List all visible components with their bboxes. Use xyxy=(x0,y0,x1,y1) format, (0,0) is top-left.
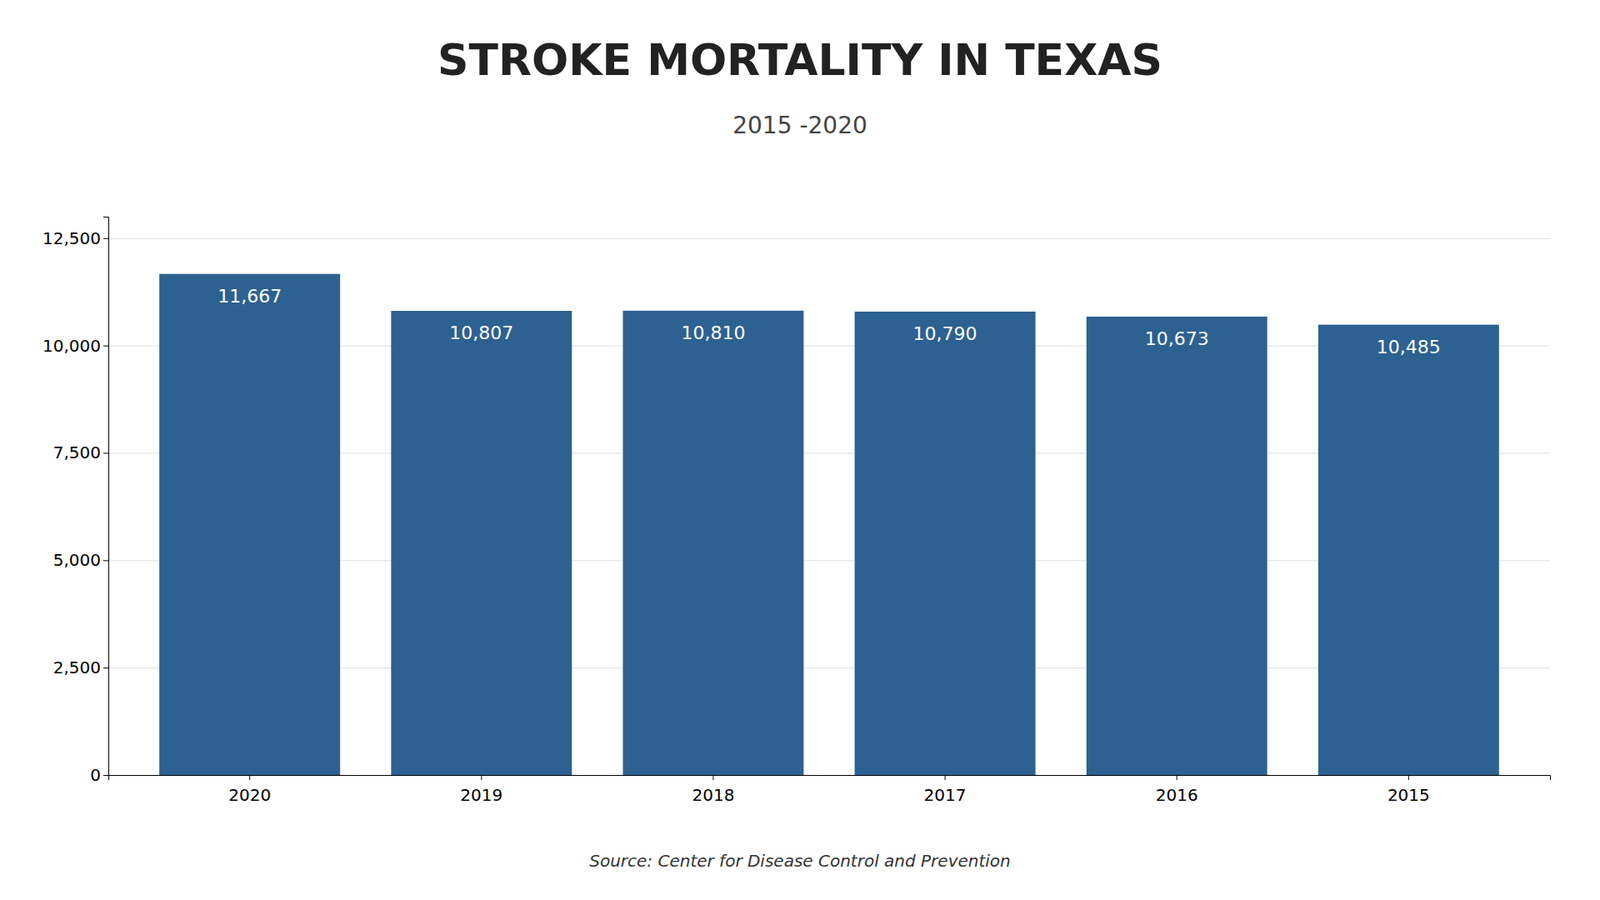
x-axis: 2020 2019 2018 2017 2016 2015 xyxy=(109,775,1551,805)
x-tick: 2018 xyxy=(691,775,735,805)
bar xyxy=(855,311,1036,775)
tick-label: 0 xyxy=(90,765,101,785)
y-tick: 12,500 xyxy=(42,228,109,249)
data-label: 10,673 xyxy=(1145,328,1210,350)
tick-label: 2018 xyxy=(691,785,735,805)
tick-mark xyxy=(480,775,482,780)
plot: 11,667 10,807 10,810 10,790 10,673 10,485 0 2,5… xyxy=(42,217,1550,806)
tick-mark xyxy=(945,775,946,780)
grid-line xyxy=(108,238,1550,240)
annotation: Source: Center for Disease Control and P… xyxy=(589,850,1011,871)
y-tick: 2,500 xyxy=(53,657,109,678)
tick-label: 10,000 xyxy=(42,335,101,356)
tick-label: 2020 xyxy=(228,785,271,805)
x-tick: 2020 xyxy=(228,775,271,805)
grid-tick xyxy=(108,238,1550,240)
tick-label: 2015 xyxy=(1387,785,1430,805)
bars xyxy=(159,274,1500,775)
tick-mark xyxy=(103,345,109,347)
tick-mark xyxy=(103,667,109,669)
tick-mark xyxy=(249,775,250,780)
tick-label: 7,500 xyxy=(53,442,101,463)
subtitle: 2015 -2020 xyxy=(732,111,868,140)
y-tick: 7,500 xyxy=(53,442,109,463)
tick-mark xyxy=(103,238,109,240)
tick-mark xyxy=(1408,775,1410,780)
data-labels: 11,667 10,807 10,810 10,790 10,673 10,485 xyxy=(217,285,1441,358)
tick-mark xyxy=(103,452,109,454)
y-tick: 5,000 xyxy=(53,550,109,570)
x-tick: 2016 xyxy=(1155,775,1199,805)
bar xyxy=(1318,325,1500,775)
data-label: 10,790 xyxy=(913,323,978,345)
tick-label: 12,500 xyxy=(42,228,101,249)
bar xyxy=(159,274,340,775)
y-axis: 0 2,500 5,000 7,500 10,000 12,500 xyxy=(42,217,109,785)
tick-label: 2,500 xyxy=(53,657,101,678)
data-label: 11,667 xyxy=(217,285,282,307)
tick-mark xyxy=(103,775,109,776)
bar xyxy=(390,310,572,775)
bar xyxy=(1086,316,1268,775)
data-label: 10,807 xyxy=(449,322,514,344)
tick-mark xyxy=(712,775,714,780)
x-tick: 2017 xyxy=(924,775,967,805)
bar xyxy=(622,310,804,775)
data-label: 10,810 xyxy=(680,322,745,344)
x-tick: 2015 xyxy=(1387,775,1430,805)
axis-line xyxy=(109,775,1551,781)
y-tick: 0 xyxy=(90,765,109,785)
x-tick: 2019 xyxy=(460,775,503,805)
grid xyxy=(108,238,1550,775)
tick-mark xyxy=(103,560,109,561)
title: STROKE MORTALITY IN TEXAS xyxy=(437,35,1163,85)
y-tick: 10,000 xyxy=(42,335,109,356)
tick-label: 2019 xyxy=(460,785,503,805)
tick-mark xyxy=(1176,775,1178,780)
chart: STROKE MORTALITY IN TEXAS 2015 -2020 Sourc… xyxy=(0,0,1600,900)
tick-label: 2016 xyxy=(1155,785,1199,805)
axis-line xyxy=(103,217,110,776)
tick-label: 2017 xyxy=(924,785,967,805)
tick-label: 5,000 xyxy=(53,550,101,570)
data-label: 10,485 xyxy=(1376,336,1441,358)
